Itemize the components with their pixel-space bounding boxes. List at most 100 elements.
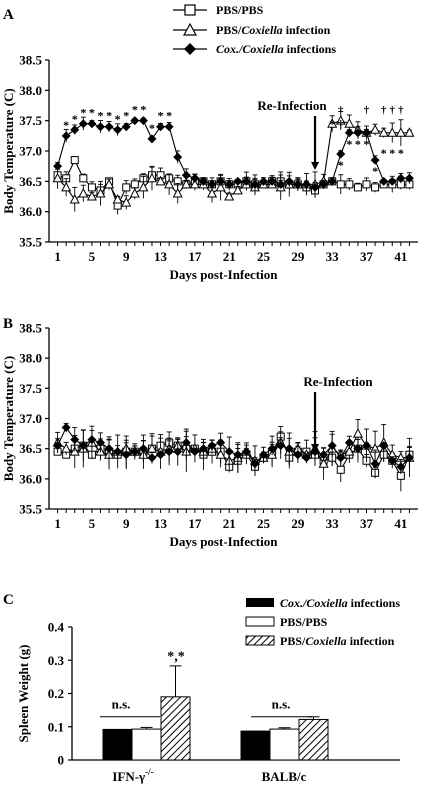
x-tick-label: 9	[123, 249, 130, 264]
diamond-marker	[301, 453, 311, 463]
x-tick-label: 13	[154, 516, 168, 531]
significance-star: *	[106, 109, 112, 123]
diamond-marker	[233, 450, 243, 460]
diamond-marker	[130, 447, 140, 457]
square-marker	[371, 183, 380, 192]
diamond-marker	[113, 447, 123, 457]
square-marker	[130, 180, 139, 189]
y-tick-label: 0.3	[48, 653, 65, 668]
diamond-marker	[121, 122, 131, 132]
legend-c-pbs-coxiella: PBS/Coxiella infection	[280, 634, 395, 648]
panel-label-b: B	[3, 316, 13, 332]
triangle-marker	[335, 115, 346, 125]
triangle-marker	[387, 127, 398, 137]
diamond-marker	[387, 176, 397, 186]
triangle-marker	[352, 428, 363, 438]
diamond-marker	[319, 179, 329, 189]
significance-star: *	[80, 106, 86, 120]
ns-label: n.s.	[112, 696, 131, 711]
diamond-marker	[87, 119, 97, 129]
square-marker	[336, 180, 345, 189]
significance-star: *	[89, 106, 95, 120]
diamond-marker	[310, 182, 320, 192]
significance-star: *	[123, 109, 129, 123]
diamond-marker	[70, 125, 80, 135]
significance-dagger: †	[398, 104, 404, 116]
significance-dagger: †	[364, 104, 370, 116]
y-tick-label: 36.0	[19, 471, 42, 486]
bar	[131, 728, 162, 761]
panel-label-a: A	[3, 7, 14, 23]
significance-star: *	[140, 103, 146, 117]
diamond-marker	[387, 456, 397, 466]
ns-label: n.s.	[272, 696, 291, 711]
bar	[102, 728, 133, 761]
diamond-marker	[104, 122, 114, 132]
diamond-marker	[362, 128, 372, 138]
triangle-marker	[164, 178, 175, 189]
significance-star: *	[329, 117, 335, 131]
diamond-marker	[78, 119, 88, 129]
triangle-marker	[378, 127, 389, 137]
triangle-marker	[318, 458, 329, 468]
square-marker	[345, 180, 354, 189]
triangle-marker	[370, 124, 381, 134]
significance-star: *	[364, 137, 370, 151]
diamond-marker	[379, 441, 389, 451]
square-marker	[362, 180, 371, 189]
diamond-marker	[216, 438, 226, 448]
triangle-marker	[112, 193, 123, 204]
legend-hatched-swatch	[245, 635, 275, 646]
diamond-marker	[95, 122, 105, 132]
diamond-marker	[362, 441, 372, 451]
diamond-marker	[104, 444, 114, 454]
diamond-marker	[181, 438, 191, 448]
y-tick-label: 0	[58, 753, 65, 768]
legend-square-marker	[184, 4, 196, 16]
x-tick-label: 5	[89, 516, 96, 531]
triangle-marker	[95, 187, 106, 198]
triangle-marker	[138, 181, 149, 192]
bar	[160, 696, 191, 761]
significance-star: *	[166, 109, 172, 123]
triangle-marker	[104, 178, 115, 189]
diamond-marker	[121, 450, 131, 460]
diamond-marker	[147, 453, 157, 463]
significance-star: †	[338, 117, 344, 131]
square-marker	[122, 183, 131, 192]
panel-label-c: C	[3, 592, 14, 608]
triangle-marker	[344, 118, 355, 128]
significance-star: *	[149, 121, 155, 135]
triangle-marker	[69, 193, 80, 204]
significance-star: *	[398, 146, 404, 160]
x-tick-label: 41	[394, 516, 407, 531]
diamond-marker	[259, 450, 269, 460]
y-tick-label: 0.1	[48, 719, 64, 734]
diamond-marker	[53, 161, 63, 171]
diamond-marker	[78, 441, 88, 451]
legend-pbs-coxiella: PBS/Coxiella infection	[216, 23, 331, 37]
diamond-marker	[173, 447, 183, 457]
legend-diamond-marker	[184, 43, 196, 55]
diamond-marker	[156, 122, 166, 132]
diamond-marker	[267, 176, 277, 186]
y-axis-title: Spleen Weight (g)	[16, 645, 31, 743]
significance-star: *	[346, 137, 352, 151]
y-tick-label: 35.5	[19, 502, 42, 517]
triangle-marker	[215, 181, 226, 192]
diamond-marker	[61, 131, 71, 141]
y-tick-label: 36.5	[19, 174, 42, 189]
diamond-marker	[396, 173, 406, 183]
x-tick-label: 37	[360, 516, 374, 531]
diamond-marker	[336, 149, 346, 159]
triangle-marker	[181, 178, 192, 189]
y-axis-title: Body Temperature (C)	[1, 88, 16, 213]
triangle-marker	[52, 172, 63, 183]
re-infection-label: Re-Infection	[303, 374, 373, 389]
triangle-marker	[232, 184, 243, 195]
re-infection-arrowhead	[311, 444, 320, 452]
diamond-marker	[61, 423, 71, 433]
triangle-marker	[327, 118, 338, 128]
y-tick-label: 38.0	[19, 83, 42, 98]
diamond-marker	[276, 179, 286, 189]
